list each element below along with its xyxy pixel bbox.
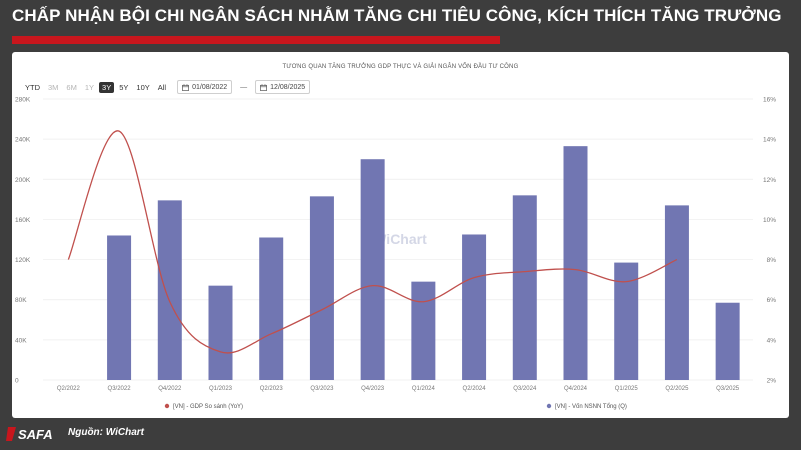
x-tick-label: Q3/2023: [310, 386, 334, 392]
x-tick-label: Q1/2024: [412, 386, 436, 392]
y-right-tick-label: 10%: [763, 217, 776, 224]
calendar-icon: [182, 83, 190, 91]
calendar-icon: [260, 83, 268, 91]
legend-line-label: [VN] - GDP So sánh (YoY): [173, 404, 243, 410]
range-5y-button[interactable]: 5Y: [119, 82, 129, 92]
y-right-tick-label: 4%: [767, 337, 777, 344]
bar: [715, 302, 740, 380]
x-tick-label: Q2/2024: [463, 386, 487, 392]
legend-bar-marker: [546, 403, 552, 409]
bar: [259, 237, 284, 380]
x-tick-label: Q4/2023: [361, 386, 385, 392]
x-tick-label: Q2/2023: [260, 386, 284, 392]
x-tick-label: Q3/2022: [108, 386, 132, 392]
range-1y-button[interactable]: 1Y: [84, 82, 95, 92]
wichart-watermark: WiChart: [373, 231, 427, 247]
svg-text:SAFA: SAFA: [18, 427, 53, 442]
y-right-tick-label: 16%: [763, 97, 776, 104]
x-tick-label: Q3/2025: [716, 386, 740, 392]
legend-line-marker: [164, 403, 170, 409]
x-tick-label: Q2/2025: [665, 386, 689, 392]
x-tick-label: Q1/2023: [209, 386, 233, 392]
y-right-tick-label: 6%: [767, 297, 777, 304]
bar: [512, 195, 537, 380]
bar: [664, 205, 689, 380]
x-tick-label: Q2/2022: [57, 386, 81, 392]
bar: [157, 200, 182, 380]
gdp-yoy-line: [67, 130, 678, 354]
range-10y-button[interactable]: 10Y: [136, 82, 150, 92]
y-left-tick-label: 200K: [15, 177, 31, 184]
range-toolbar: YTD 3M 6M 1Y 3Y 5Y 10Y All 01/08/2022 — …: [22, 80, 311, 94]
y-right-tick-label: 14%: [763, 137, 776, 144]
bar: [208, 285, 233, 380]
y-right-tick-label: 8%: [767, 257, 777, 264]
y-left-tick-label: 240K: [15, 137, 31, 144]
legend-bar-label: [VN] - Vốn NSNN Tổng (Q): [555, 403, 627, 410]
x-tick-label: Q4/2024: [564, 386, 588, 392]
chart-card: TƯƠNG QUAN TĂNG TRƯỞNG GDP THỰC VÀ GIẢI …: [12, 52, 789, 418]
range-all-button[interactable]: All: [157, 82, 167, 92]
range-3m-button[interactable]: 3M: [48, 82, 59, 92]
x-tick-label: Q3/2024: [513, 386, 537, 392]
bar: [107, 235, 132, 380]
x-tick-label: Q4/2022: [158, 386, 182, 392]
y-left-tick-label: 0: [15, 378, 19, 385]
bar: [411, 281, 436, 380]
bar: [309, 196, 334, 380]
date-from-field[interactable]: 01/08/2022: [177, 80, 233, 94]
y-right-tick-label: 12%: [763, 177, 776, 184]
source-note: Nguồn: WiChart: [68, 427, 145, 438]
y-left-tick-label: 80K: [15, 297, 27, 304]
range-6m-button[interactable]: 6M: [66, 82, 77, 92]
safa-logo: SAFA: [6, 427, 53, 442]
bar: [360, 159, 385, 380]
bar: [462, 234, 487, 380]
y-left-tick-label: 160K: [15, 217, 31, 224]
headline: CHẤP NHẬN BỘI CHI NGÂN SÁCH NHẰM TĂNG CH…: [12, 6, 782, 25]
date-to-value: 12/08/2025: [270, 83, 306, 91]
date-to-field[interactable]: 12/08/2025: [255, 80, 311, 94]
y-left-tick-label: 120K: [15, 257, 31, 264]
bar: [563, 146, 588, 380]
range-3y-button[interactable]: 3Y: [99, 81, 115, 93]
y-left-tick-label: 40K: [15, 337, 27, 344]
y-left-tick-label: 280K: [15, 97, 31, 104]
chart-title: TƯƠNG QUAN TĂNG TRƯỞNG GDP THỰC VÀ GIẢI …: [282, 64, 519, 70]
range-ytd-button[interactable]: YTD: [25, 82, 40, 92]
date-separator: —: [240, 83, 248, 91]
combo-chart: 0 2% 40K 4% 80K 6% 120K 8% 160K 10% 200K 12% 240K 14%…: [15, 97, 777, 411]
date-from-value: 01/08/2022: [192, 83, 228, 91]
headline-underline: [12, 36, 500, 44]
y-right-tick-label: 2%: [767, 378, 777, 385]
x-tick-label: Q1/2025: [615, 386, 639, 392]
